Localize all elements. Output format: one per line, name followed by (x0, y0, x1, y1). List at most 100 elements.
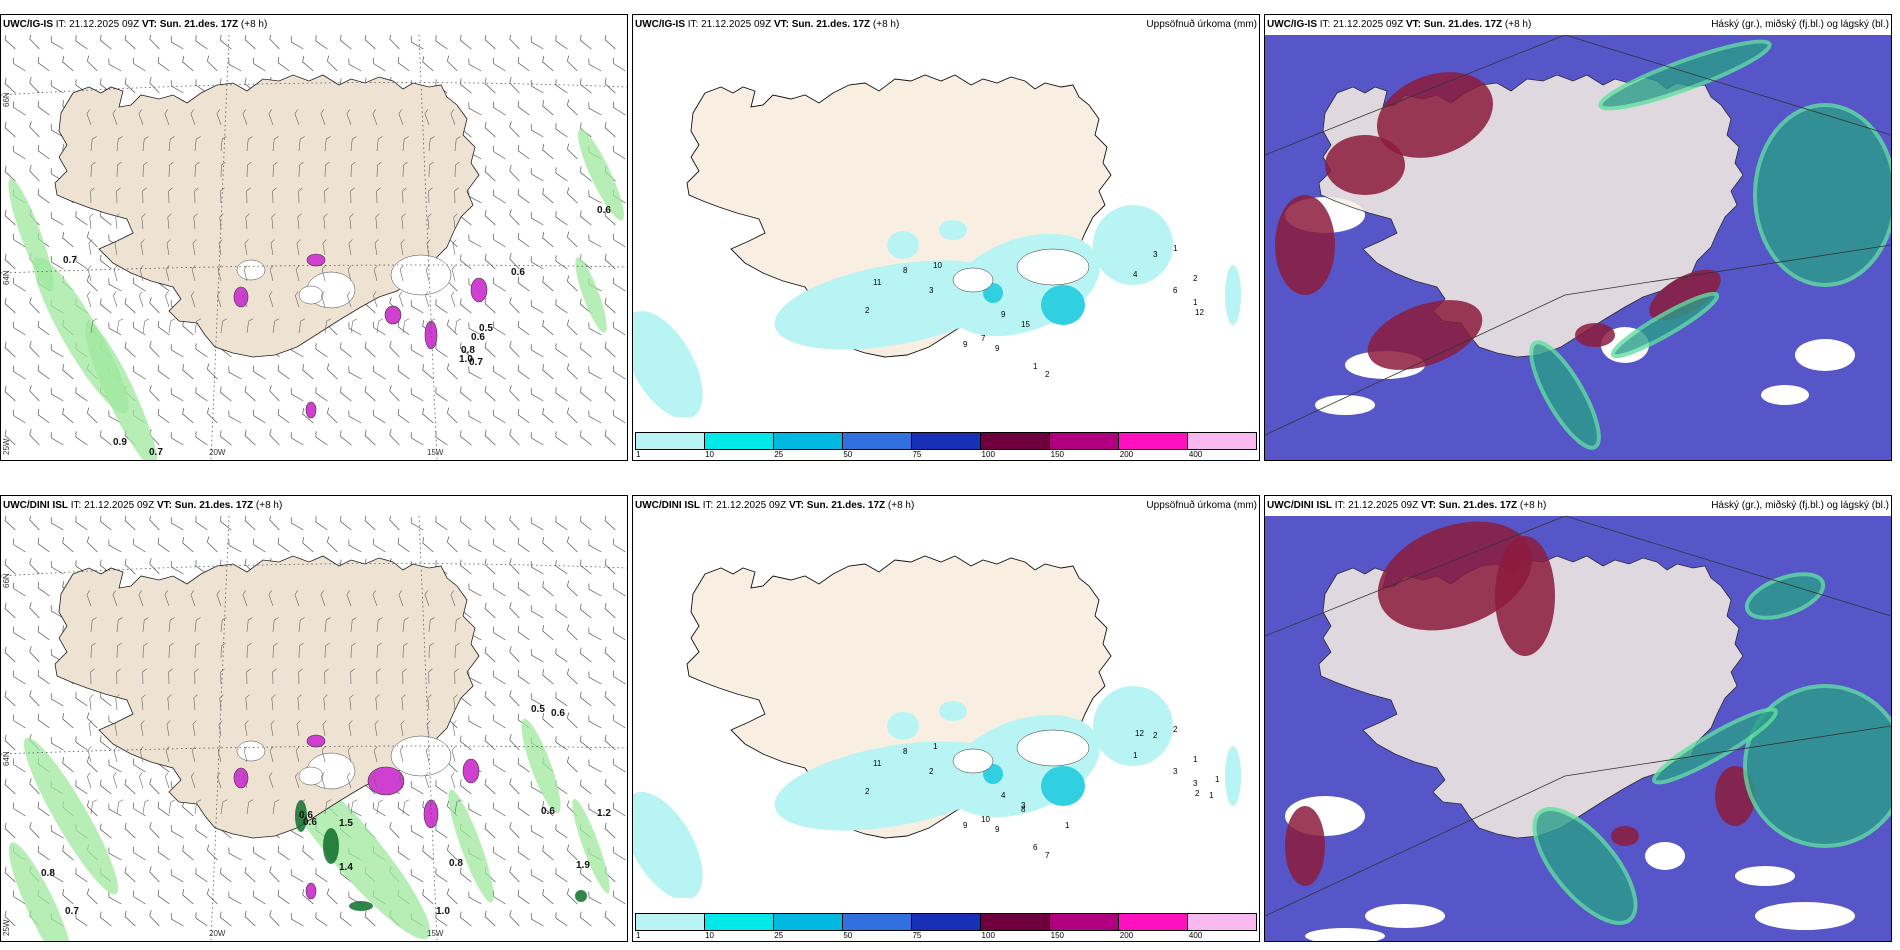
precip-value-label: 0.8 (41, 868, 55, 879)
precip-area (1225, 746, 1241, 806)
precip-area (939, 701, 967, 721)
wind-barb (324, 642, 330, 659)
wind-barb (567, 187, 578, 204)
wind-barb (182, 845, 194, 861)
wind-barb (268, 590, 274, 607)
wind-barb (530, 36, 544, 50)
wind-barb (389, 341, 400, 358)
graticule-label: 15W (427, 448, 444, 457)
wind-barb (133, 57, 146, 72)
legend-swatch (636, 914, 705, 930)
legend-swatch (912, 433, 981, 449)
wind-barb (460, 342, 472, 358)
wind-barb (567, 888, 578, 905)
wind-barb (50, 432, 64, 446)
wind-barb (138, 590, 144, 607)
wind-barb (269, 910, 280, 927)
wind-barb (468, 715, 482, 729)
legend-swatch (774, 914, 843, 930)
low-cloud-area (1652, 707, 1778, 785)
wind-barb (493, 802, 506, 817)
wind-barb (468, 234, 482, 248)
wind-barb (323, 694, 328, 711)
wind-barb (410, 432, 424, 446)
wind-barb (302, 56, 314, 72)
wind-barb (375, 694, 380, 711)
wind-barb (542, 537, 554, 553)
wind-barb (517, 801, 530, 817)
wind-barb (327, 536, 338, 553)
wind-barb (542, 625, 554, 641)
wind-barb (90, 136, 97, 152)
precip-area (1225, 265, 1241, 325)
low-cloud-area (1610, 291, 1720, 359)
wind-barb (4, 558, 16, 575)
wind-barb (182, 889, 194, 905)
wind-barb (348, 58, 362, 72)
wind-barb (294, 590, 300, 607)
wind-barb (50, 869, 64, 883)
wind-barb (373, 746, 378, 763)
precip-amount-label: 1 (1065, 821, 1070, 830)
wind-barb (484, 910, 496, 927)
wind-barb (542, 320, 554, 336)
wind-barb (364, 35, 376, 50)
legend-swatch (1119, 433, 1188, 449)
wind-barb (194, 187, 199, 204)
wind-barb (90, 668, 95, 685)
heavy-rain-cell (349, 901, 373, 911)
wind-barb (424, 109, 430, 126)
wind-barb (116, 668, 121, 685)
precip-amount-label: 2 (929, 767, 934, 776)
wind-barb (530, 388, 544, 402)
precip-legend-ticks: 1 10 25 50 75 100 150 200 400 (635, 450, 1257, 460)
wind-barb (139, 772, 144, 789)
wind-barb (269, 429, 280, 446)
wind-barb (555, 343, 568, 358)
wind-barb (124, 910, 136, 927)
legend-tick-label: 200 (1119, 931, 1134, 940)
wind-barb (295, 746, 300, 763)
wind-barb (192, 239, 197, 256)
wind-barb (435, 387, 448, 402)
wind-barb (113, 746, 118, 763)
wind-barb (542, 100, 554, 116)
wind-barb (454, 136, 461, 152)
model-name: UWC/IG-IS (635, 19, 685, 30)
wind-barb (220, 867, 232, 883)
wind-barb (4, 910, 16, 927)
legend-swatch (1050, 433, 1119, 449)
wind-barb (4, 165, 16, 182)
wind-barb (217, 772, 222, 789)
wind-barb (613, 321, 626, 336)
wind-barb (207, 407, 218, 424)
precip-area (939, 220, 967, 240)
wind-barb (13, 714, 26, 729)
wind-barb (376, 187, 381, 204)
wind-barb (580, 210, 592, 226)
it-label: IT: (1319, 19, 1331, 30)
wind-barb (509, 385, 520, 402)
wind-barb (484, 690, 496, 707)
wind-barb (542, 408, 554, 424)
wind-barb (124, 558, 136, 575)
wind-barb (170, 80, 184, 94)
wind-barb (165, 772, 170, 789)
precip-value-label: 0.7 (469, 357, 483, 368)
snowfall-core (233, 286, 249, 308)
wind-barb (453, 213, 458, 230)
wind-barb (13, 277, 26, 292)
precip-amount-label: 8 (1021, 805, 1026, 814)
precip-map-panel-dini: UWC/DINI ISL IT: 21.12.2025 09Z VT: Sun.… (632, 495, 1260, 942)
lead-time: (+8 h) (240, 19, 268, 30)
wind-barb (290, 869, 304, 883)
it-label: IT: (70, 500, 82, 511)
wind-barb (517, 144, 530, 160)
wind-barb (277, 845, 290, 861)
wind-barb (484, 822, 496, 839)
wind-barb (87, 231, 98, 248)
wind-barb (509, 77, 520, 94)
snowfall-core (305, 401, 317, 419)
legend-swatch (705, 433, 774, 449)
wind-barb (271, 694, 276, 711)
